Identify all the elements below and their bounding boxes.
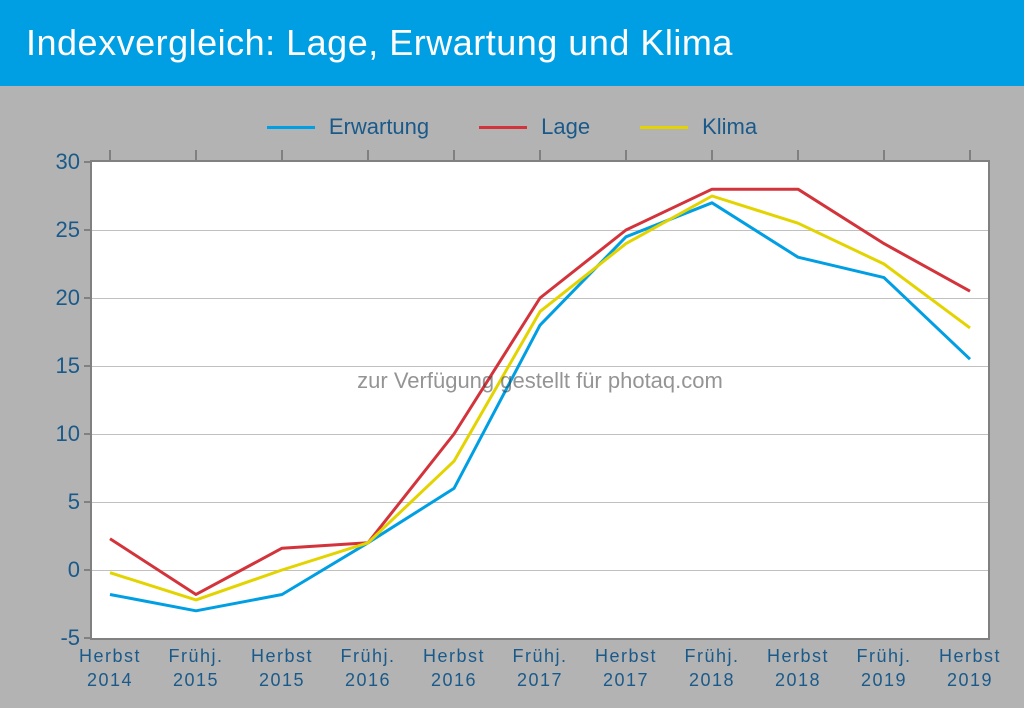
y-axis-label: 20 bbox=[56, 285, 80, 311]
y-tick bbox=[84, 433, 92, 435]
y-axis-label: 15 bbox=[56, 353, 80, 379]
x-tick bbox=[883, 150, 885, 160]
y-axis-label: 30 bbox=[56, 149, 80, 175]
y-tick bbox=[84, 365, 92, 367]
x-axis-label: Herbst 2015 bbox=[251, 644, 313, 693]
legend-item: Erwartung bbox=[267, 114, 429, 140]
x-tick bbox=[969, 150, 971, 160]
legend-item: Lage bbox=[479, 114, 590, 140]
x-tick bbox=[625, 150, 627, 160]
y-tick bbox=[84, 297, 92, 299]
y-axis-label: -5 bbox=[60, 625, 80, 651]
y-tick bbox=[84, 501, 92, 503]
y-axis-label: 10 bbox=[56, 421, 80, 447]
x-axis-label: Herbst 2018 bbox=[767, 644, 829, 693]
x-tick bbox=[797, 150, 799, 160]
legend-label: Erwartung bbox=[329, 114, 429, 140]
y-axis-label: 0 bbox=[68, 557, 80, 583]
x-tick bbox=[539, 150, 541, 160]
legend-label: Lage bbox=[541, 114, 590, 140]
y-axis: -5051015202530 bbox=[36, 162, 84, 638]
x-axis: Herbst 2014Frühj. 2015Herbst 2015Frühj. … bbox=[92, 638, 988, 708]
x-axis-label: Frühj. 2015 bbox=[168, 644, 223, 693]
y-axis-label: 25 bbox=[56, 217, 80, 243]
series-line bbox=[110, 196, 970, 600]
x-axis-label: Herbst 2017 bbox=[595, 644, 657, 693]
x-axis-label: Frühj. 2019 bbox=[856, 644, 911, 693]
plot-area: -5051015202530 zur Verfügung gestellt fü… bbox=[90, 160, 990, 640]
x-tick bbox=[195, 150, 197, 160]
legend-item: Klima bbox=[640, 114, 757, 140]
legend: Erwartung Lage Klima bbox=[24, 104, 1000, 160]
series-line bbox=[110, 203, 970, 611]
y-tick bbox=[84, 569, 92, 571]
y-tick bbox=[84, 229, 92, 231]
legend-label: Klima bbox=[702, 114, 757, 140]
x-tick bbox=[367, 150, 369, 160]
x-axis-label: Herbst 2016 bbox=[423, 644, 485, 693]
series-line bbox=[110, 189, 970, 594]
chart-container: Erwartung Lage Klima -5051015202530 zur Ve… bbox=[0, 86, 1024, 650]
x-axis-label: Frühj. 2016 bbox=[340, 644, 395, 693]
line-chart-svg bbox=[92, 162, 988, 638]
x-axis-label: Frühj. 2018 bbox=[684, 644, 739, 693]
y-tick bbox=[84, 161, 92, 163]
x-tick bbox=[453, 150, 455, 160]
x-axis-label: Herbst 2014 bbox=[79, 644, 141, 693]
x-axis-label: Frühj. 2017 bbox=[512, 644, 567, 693]
y-axis-label: 5 bbox=[68, 489, 80, 515]
y-tick bbox=[84, 637, 92, 639]
chart-title: Indexvergleich: Lage, Erwartung und Klim… bbox=[26, 22, 733, 63]
chart-title-bar: Indexvergleich: Lage, Erwartung und Klim… bbox=[0, 0, 1024, 86]
x-tick bbox=[711, 150, 713, 160]
x-axis-label: Herbst 2019 bbox=[939, 644, 1001, 693]
x-tick bbox=[281, 150, 283, 160]
legend-swatch bbox=[267, 126, 315, 129]
x-tick bbox=[109, 150, 111, 160]
legend-swatch bbox=[640, 126, 688, 129]
legend-swatch bbox=[479, 126, 527, 129]
